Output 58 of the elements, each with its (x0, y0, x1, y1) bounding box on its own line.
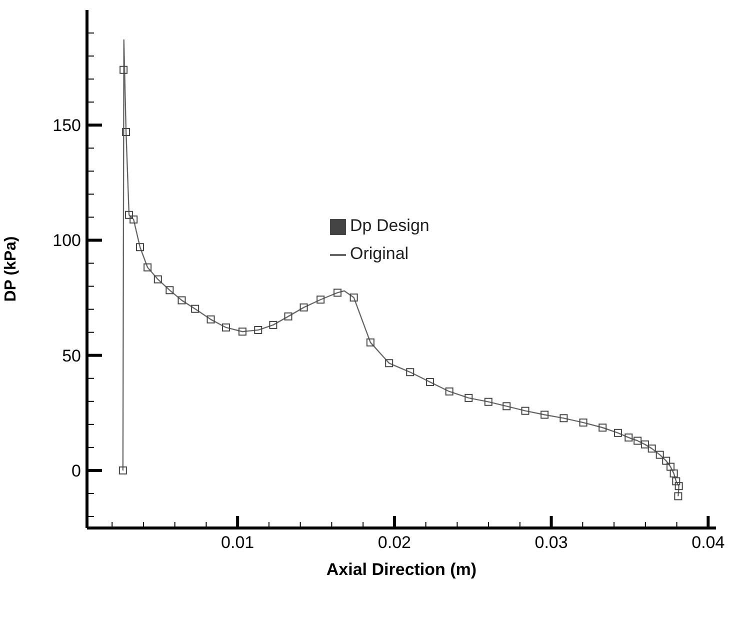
point (238, 328, 246, 336)
point (648, 444, 656, 453)
point (366, 338, 374, 346)
point (634, 436, 642, 445)
point (284, 312, 292, 320)
point (624, 434, 633, 442)
y-tick-label: 0 (72, 461, 81, 480)
point (144, 263, 152, 272)
point (674, 492, 682, 500)
point (178, 296, 186, 304)
point (502, 402, 511, 410)
point (521, 406, 530, 415)
point (350, 294, 358, 302)
point (191, 304, 200, 313)
y-axis-title: DP (kPa) (2, 236, 20, 302)
point (125, 210, 134, 219)
point (385, 359, 394, 368)
x-tick-label: 0.04 (692, 533, 725, 552)
point (206, 315, 215, 324)
point (598, 424, 607, 432)
point (662, 456, 670, 465)
point (122, 128, 130, 136)
point (666, 462, 675, 471)
x-tick-label: 0.03 (534, 533, 568, 552)
point (254, 326, 262, 334)
point (118, 466, 127, 474)
point (316, 296, 325, 304)
point (445, 387, 454, 396)
point (560, 414, 568, 422)
point (222, 323, 230, 332)
point (426, 378, 434, 386)
point (166, 286, 174, 294)
point (670, 469, 678, 478)
point (120, 66, 128, 74)
point (130, 216, 138, 224)
legend-label: Original (350, 244, 409, 263)
point (154, 275, 162, 284)
point (672, 477, 680, 486)
point (484, 398, 492, 406)
y-tick-label: 50 (62, 346, 81, 366)
point (674, 482, 683, 490)
point (300, 303, 308, 312)
x-axis-title: Axial Direction (m) (326, 560, 477, 579)
y-tick-label: 150 (52, 116, 81, 136)
point (136, 243, 144, 252)
point (464, 394, 473, 402)
point (656, 450, 664, 459)
point (269, 320, 278, 329)
y-tick-label: 100 (52, 231, 81, 250)
point (334, 288, 342, 297)
x-tick-label: 0.02 (378, 533, 411, 552)
x-tick-label: 0.01 (221, 533, 254, 552)
legend-label: Dp Design (350, 216, 430, 235)
point (579, 418, 588, 427)
point (640, 440, 649, 448)
point (540, 410, 549, 419)
point (614, 428, 622, 437)
point (406, 368, 414, 376)
